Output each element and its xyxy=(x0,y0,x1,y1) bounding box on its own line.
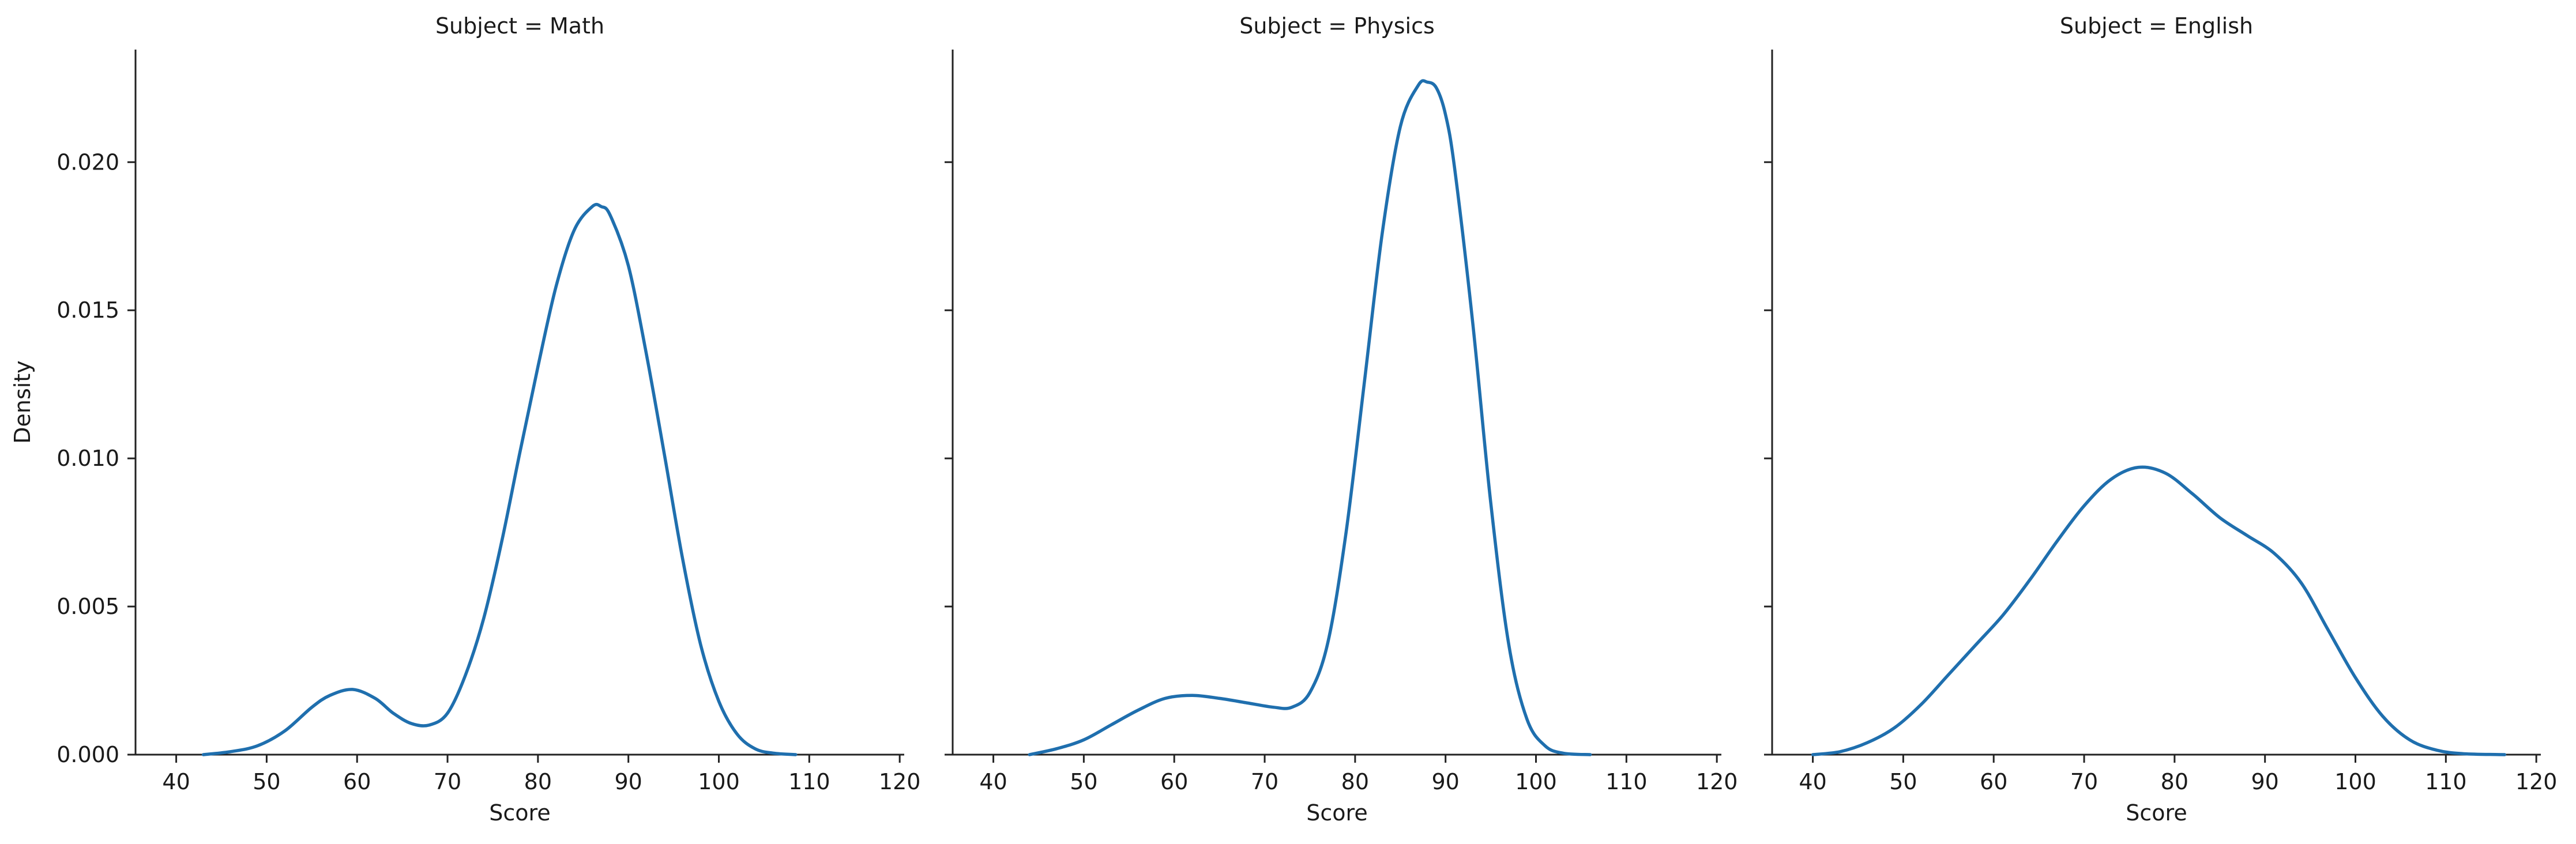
panel-title: Subject = English xyxy=(2060,13,2253,39)
x-tick-label: 100 xyxy=(2334,769,2376,794)
x-tick-label: 80 xyxy=(2161,769,2188,794)
x-tick-label: 110 xyxy=(2425,769,2467,794)
x-tick-label: 80 xyxy=(524,769,552,794)
x-axis-label: Score xyxy=(489,800,550,826)
kde-line xyxy=(201,202,798,756)
x-tick-label: 50 xyxy=(1070,769,1097,794)
x-tick-label: 100 xyxy=(698,769,740,794)
y-tick-label: 0.000 xyxy=(57,742,119,767)
kde-line xyxy=(1028,79,1592,756)
x-tick-label: 80 xyxy=(1341,769,1369,794)
panel-title: Subject = Math xyxy=(435,13,604,39)
panel-title: Subject = Physics xyxy=(1239,13,1435,39)
y-tick-label: 0.015 xyxy=(57,297,119,323)
x-tick-label: 50 xyxy=(1889,769,1917,794)
x-tick-label: 90 xyxy=(2251,769,2279,794)
x-tick-label: 40 xyxy=(1799,769,1826,794)
x-tick-label: 120 xyxy=(879,769,921,794)
y-tick-label: 0.005 xyxy=(57,594,119,619)
x-tick-label: 90 xyxy=(1432,769,1460,794)
x-tick-label: 60 xyxy=(1980,769,2007,794)
x-axis-label: Score xyxy=(1306,800,1367,826)
x-tick-label: 110 xyxy=(1605,769,1648,794)
x-tick-label: 120 xyxy=(2515,769,2558,794)
x-tick-label: 40 xyxy=(162,769,190,794)
x-tick-label: 70 xyxy=(434,769,461,794)
x-tick-label: 70 xyxy=(2070,769,2098,794)
x-tick-label: 90 xyxy=(615,769,642,794)
y-tick-label: 0.010 xyxy=(57,446,119,471)
x-axis-label: Score xyxy=(2126,800,2187,826)
x-tick-label: 110 xyxy=(788,769,830,794)
y-axis-label: Density xyxy=(10,360,35,443)
x-tick-label: 50 xyxy=(253,769,280,794)
kde-line xyxy=(1811,465,2507,756)
x-tick-label: 60 xyxy=(1160,769,1188,794)
x-tick-label: 70 xyxy=(1251,769,1278,794)
y-tick-label: 0.020 xyxy=(57,149,119,175)
x-tick-label: 40 xyxy=(979,769,1007,794)
x-tick-label: 100 xyxy=(1515,769,1557,794)
x-tick-label: 60 xyxy=(343,769,371,794)
x-tick-label: 120 xyxy=(1696,769,1738,794)
